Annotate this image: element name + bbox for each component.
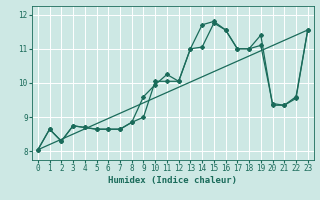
X-axis label: Humidex (Indice chaleur): Humidex (Indice chaleur) (108, 176, 237, 185)
